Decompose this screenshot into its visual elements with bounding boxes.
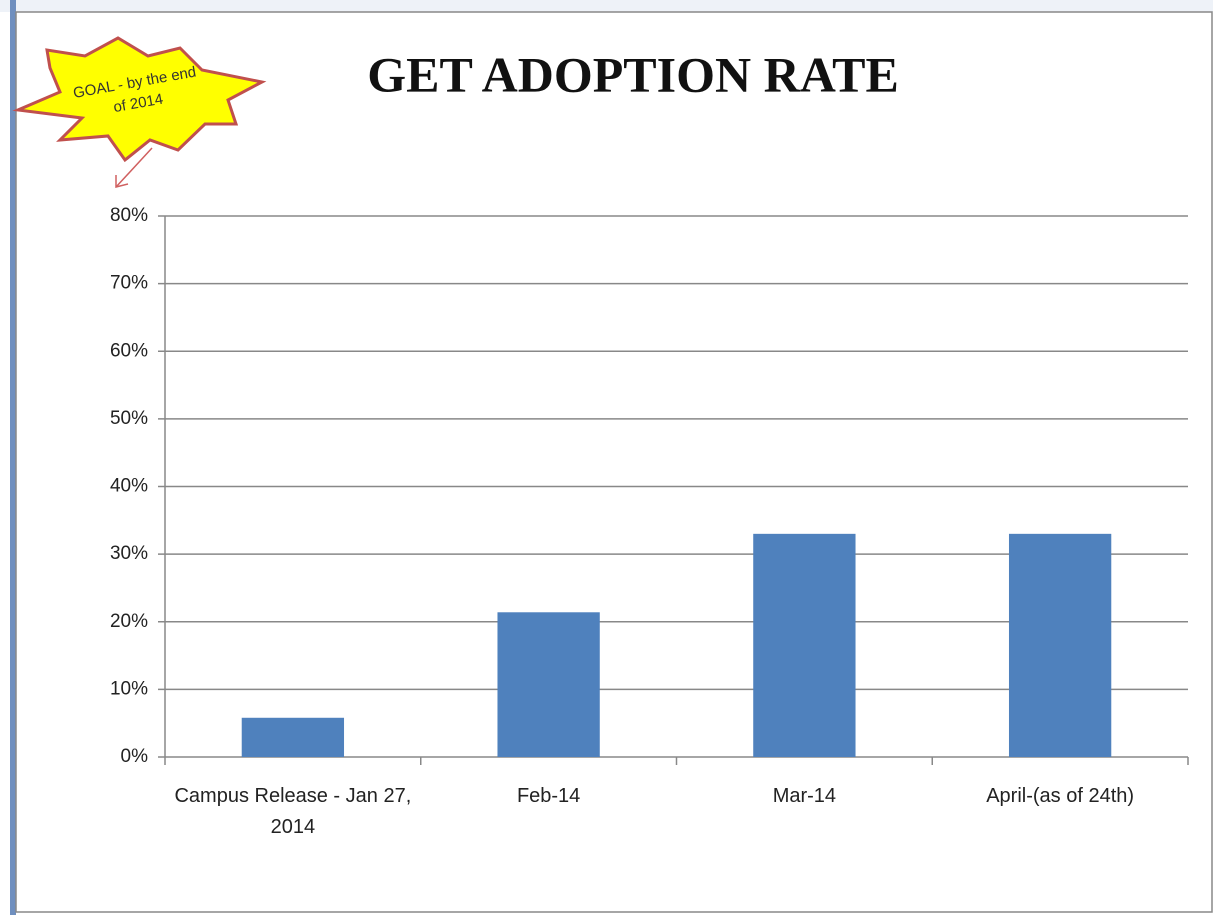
- y-tick-label: 80%: [110, 205, 148, 226]
- y-tick-label: 30%: [110, 543, 148, 564]
- goal-arrowhead: [115, 175, 129, 188]
- y-tick-label: 10%: [110, 678, 148, 699]
- y-tick-label: 60%: [110, 340, 148, 361]
- sheet-strip: [0, 0, 1213, 12]
- window-edge: [10, 0, 16, 915]
- chart-title: GET ADOPTION RATE: [367, 46, 899, 102]
- x-tick-label: April-(as of 24th): [986, 785, 1135, 807]
- x-tick-label: Campus Release - Jan 27, 2014: [174, 785, 412, 838]
- x-tick-label: Mar-14: [772, 785, 837, 807]
- bar: [1008, 533, 1112, 757]
- goal-arrow: [115, 147, 153, 188]
- y-tick-label: 40%: [110, 476, 148, 497]
- y-tick-label: 0%: [121, 746, 149, 767]
- y-tick-label: 70%: [110, 273, 148, 294]
- bar: [497, 612, 600, 757]
- bar: [241, 717, 345, 757]
- bar: [753, 533, 856, 757]
- chart-frame: [15, 11, 1213, 913]
- goal-starburst: [12, 36, 267, 163]
- y-tick-label: 20%: [110, 611, 148, 632]
- y-tick-label: 50%: [110, 408, 148, 429]
- x-tick-label: Feb-14: [516, 785, 581, 807]
